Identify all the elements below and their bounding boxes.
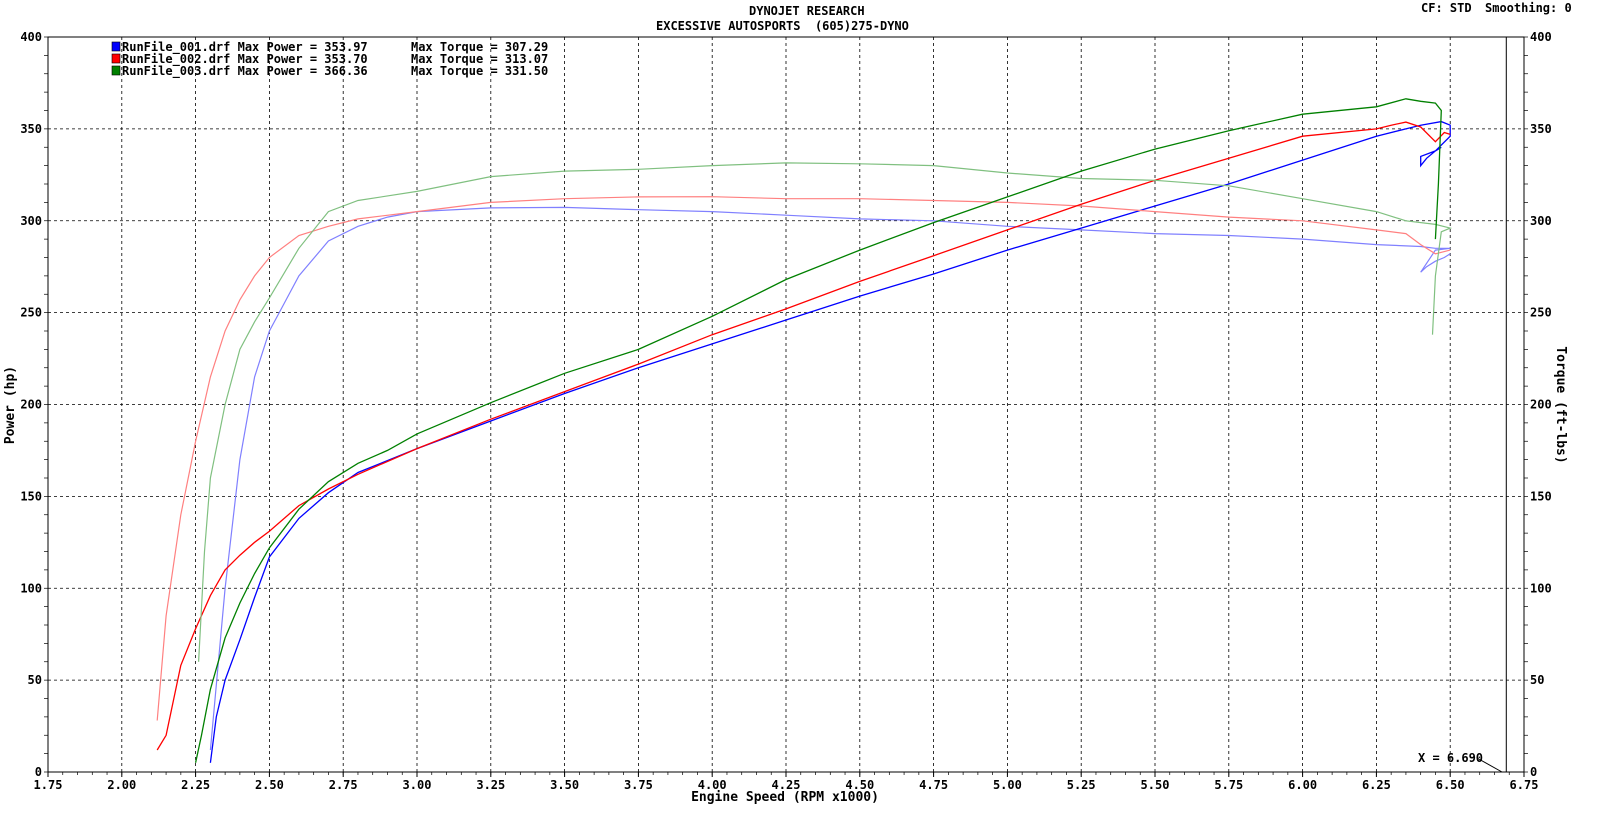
y2-tick-label: 50 bbox=[1530, 673, 1544, 687]
y-tick-label: 150 bbox=[20, 489, 42, 503]
y2-tick-label: 350 bbox=[1530, 122, 1552, 136]
y2-tick-label: 100 bbox=[1530, 581, 1552, 595]
y2-tick-label: 250 bbox=[1530, 306, 1552, 320]
y2-tick-label: 400 bbox=[1530, 30, 1552, 44]
legend-swatch-2 bbox=[111, 53, 121, 64]
y2-tick-label: 0 bbox=[1530, 765, 1537, 779]
x-tick-label: 3.50 bbox=[550, 778, 579, 792]
x-tick-label: 3.75 bbox=[624, 778, 653, 792]
torque-line-3 bbox=[198, 162, 1453, 662]
y-axis-label: Power (hp) bbox=[3, 366, 18, 444]
y2-tick-label: 300 bbox=[1530, 214, 1552, 228]
legend-swatch-1 bbox=[111, 41, 121, 52]
y2-axis-label: Torque (ft-lbs) bbox=[1553, 346, 1568, 463]
x-tick-label: 4.00 bbox=[698, 778, 727, 792]
legend-swatch-3 bbox=[111, 65, 121, 76]
smoothing-label: Smoothing: 0 bbox=[1485, 1, 1572, 15]
y-tick-label: 400 bbox=[20, 30, 42, 44]
y-tick-label: 100 bbox=[20, 581, 42, 595]
series-group bbox=[156, 98, 1453, 763]
x-tick-label: 3.00 bbox=[403, 778, 432, 792]
x-tick-label: 5.25 bbox=[1067, 778, 1096, 792]
cursor-pointer bbox=[1476, 757, 1503, 773]
x-tick-label: 4.25 bbox=[772, 778, 801, 792]
legend-entry-1: RunFile_001.drf Max Power = 353.97 Max T… bbox=[122, 40, 548, 55]
torque-line-2 bbox=[156, 196, 1451, 721]
cursor-label: X = 6.690 bbox=[1418, 751, 1483, 765]
cf-label: CF: STD bbox=[1421, 1, 1472, 15]
torque-line-1 bbox=[209, 206, 1451, 751]
legend-entry-2: RunFile_002.drf Max Power = 353.70 Max T… bbox=[122, 52, 548, 67]
x-tick-label: 4.75 bbox=[919, 778, 948, 792]
power-line-2 bbox=[156, 121, 1451, 751]
x-tick-label: 6.25 bbox=[1362, 778, 1391, 792]
axis-ticks: 1.75 2.00 2.25 2.50 2.75 3.00 3.25 3.50 3.75 4.00… bbox=[20, 30, 1551, 792]
legend-entry-3: RunFile_003.drf Max Power = 366.36 Max T… bbox=[122, 64, 548, 79]
power-line-3 bbox=[194, 98, 1442, 763]
header-subtitle: EXCESSIVE AUTOSPORTS (605)275-DYNO bbox=[656, 19, 909, 33]
x-tick-label: 6.00 bbox=[1288, 778, 1317, 792]
x-tick-label: 4.50 bbox=[845, 778, 874, 792]
x-tick-label: 2.00 bbox=[107, 778, 136, 792]
y-tick-label: 250 bbox=[20, 306, 42, 320]
grid bbox=[48, 37, 1524, 772]
x-axis-label: Engine Speed (RPM x1000) bbox=[691, 790, 879, 805]
x-tick-label: 2.25 bbox=[181, 778, 210, 792]
y-tick-label: 50 bbox=[28, 673, 42, 687]
y-tick-label: 350 bbox=[20, 122, 42, 136]
x-tick-label: 2.75 bbox=[329, 778, 358, 792]
x-tick-label: 6.50 bbox=[1436, 778, 1465, 792]
y-tick-label: 200 bbox=[20, 398, 42, 412]
cursor-group: X = 6.690 bbox=[1418, 37, 1507, 773]
x-tick-label: 1.75 bbox=[34, 778, 63, 792]
y2-tick-label: 200 bbox=[1530, 398, 1552, 412]
x-tick-label: 2.50 bbox=[255, 778, 284, 792]
x-tick-label: 5.00 bbox=[993, 778, 1022, 792]
legend: RunFile_001.drf Max Power = 353.97 Max T… bbox=[111, 40, 548, 79]
y2-tick-label: 150 bbox=[1530, 489, 1552, 503]
x-tick-label: 6.75 bbox=[1510, 778, 1539, 792]
x-tick-label: 5.75 bbox=[1214, 778, 1243, 792]
y-tick-label: 300 bbox=[20, 214, 42, 228]
x-tick-label: 5.50 bbox=[1141, 778, 1170, 792]
header-title: DYNOJET RESEARCH bbox=[749, 4, 865, 18]
y-tick-label: 0 bbox=[35, 765, 42, 779]
x-tick-label: 3.25 bbox=[476, 778, 505, 792]
